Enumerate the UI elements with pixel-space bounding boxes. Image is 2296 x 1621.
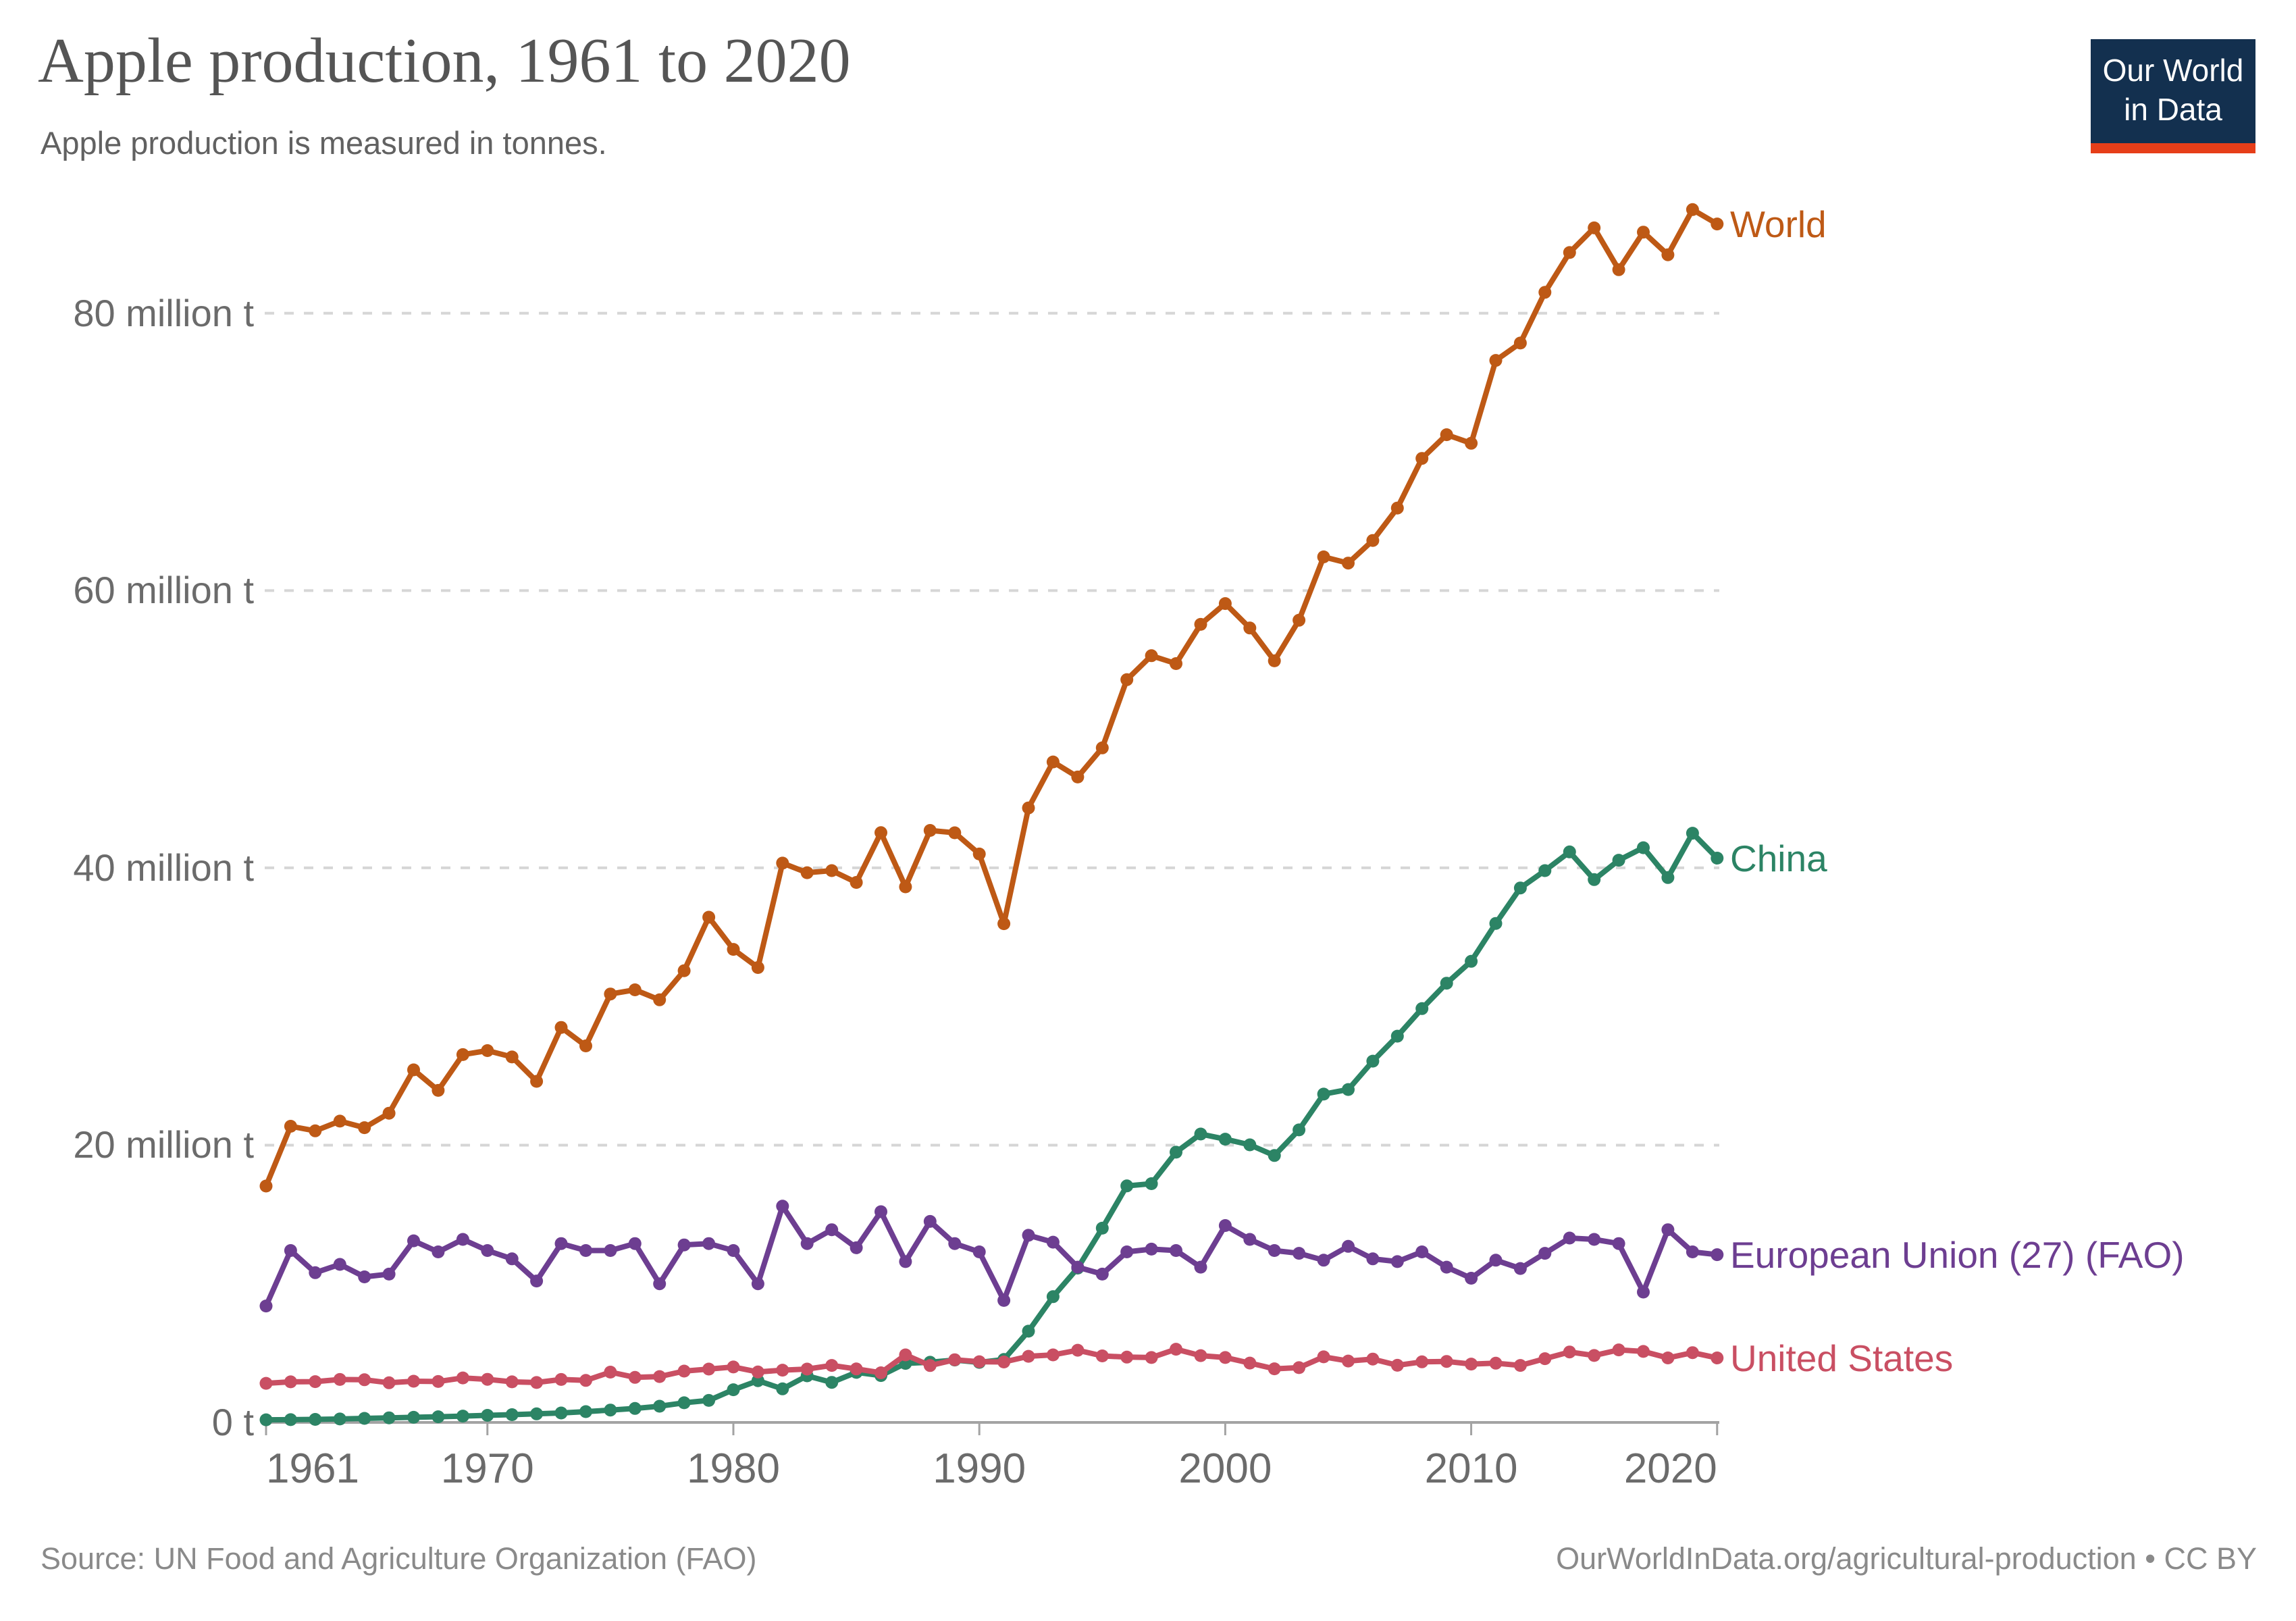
series-line-china[interactable] xyxy=(259,827,1724,1426)
page-subtitle: Apple production is measured in tonnes. xyxy=(41,125,607,161)
series-line-world[interactable] xyxy=(259,203,1724,1193)
y-tick-label-0t: 0 t xyxy=(211,1401,254,1443)
x-tick-label-1961: 1961 xyxy=(266,1445,359,1492)
owid-logo-line1: Our World xyxy=(2102,53,2244,88)
footer-license-text: OurWorldInData.org/agricultural-producti… xyxy=(1556,1541,2257,1576)
x-tick-label-2000: 2000 xyxy=(1178,1445,1272,1492)
owid-logo: Our World in Data xyxy=(2091,39,2255,153)
x-tick-label-1970: 1970 xyxy=(440,1445,534,1492)
y-tick-label-60m: 60 million t xyxy=(73,569,254,612)
footer-source-text: Source: UN Food and Agriculture Organiza… xyxy=(41,1541,757,1576)
y-tick-label-20m: 20 million t xyxy=(73,1123,254,1166)
x-tick-label-2010: 2010 xyxy=(1424,1445,1518,1492)
x-tick-label-2020: 2020 xyxy=(1623,1445,1717,1492)
page-title: Apple production, 1961 to 2020 xyxy=(38,26,851,96)
series-label-world[interactable]: World xyxy=(1730,203,1827,245)
owid-logo-box: Our World in Data xyxy=(2091,39,2255,143)
series-label-china[interactable]: China xyxy=(1730,837,1827,879)
series-label-european-union[interactable]: European Union (27) (FAO) xyxy=(1730,1233,2185,1276)
x-tick-label-1980: 1980 xyxy=(687,1445,780,1492)
owid-logo-red-bar xyxy=(2091,143,2255,153)
x-tick-label-1990: 1990 xyxy=(933,1445,1026,1492)
owid-logo-line2: in Data xyxy=(2124,91,2222,127)
y-tick-label-80m: 80 million t xyxy=(73,291,254,334)
series-line-united-states[interactable] xyxy=(259,1343,1724,1390)
series-label-united-states[interactable]: United States xyxy=(1730,1337,1954,1379)
series-line-european-union-27-fao[interactable] xyxy=(259,1200,1724,1313)
y-tick-label-40m: 40 million t xyxy=(73,846,254,889)
